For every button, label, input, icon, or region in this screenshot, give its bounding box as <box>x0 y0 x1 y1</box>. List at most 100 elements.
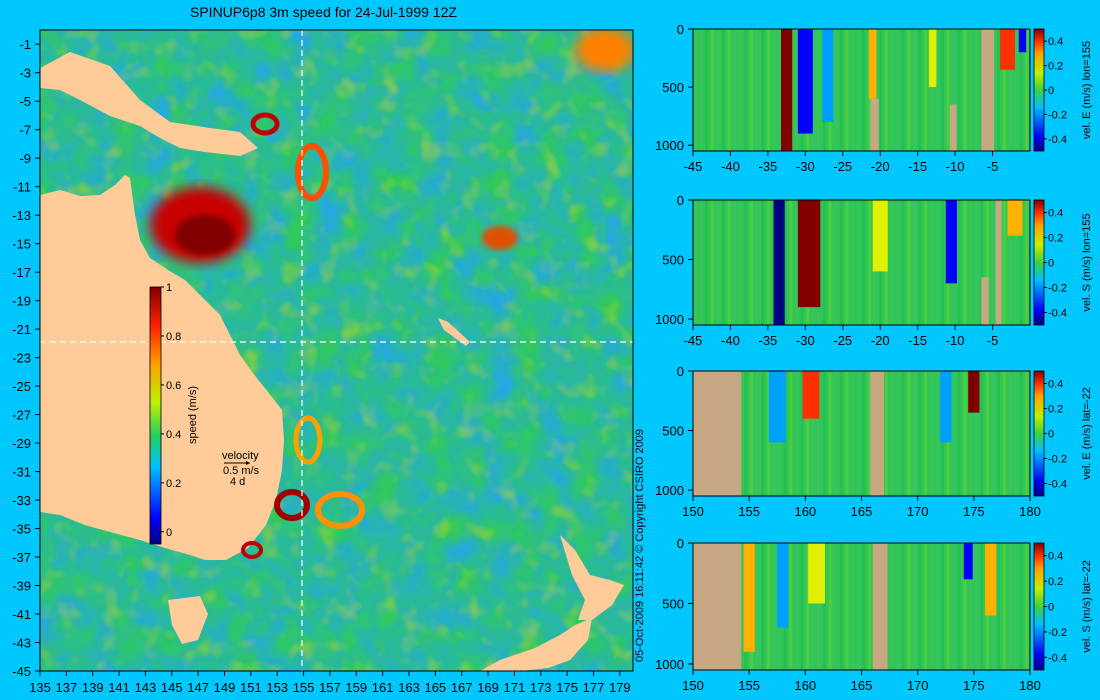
section-stripe <box>856 543 860 670</box>
section-colorbar-tick-label: -0.2 <box>1048 627 1067 639</box>
section-stripe <box>997 371 1001 496</box>
map-y-tick-label: -27 <box>12 408 31 423</box>
map-x-axis: 135 137 139 141 143 145 147 149 151 153 155 157 159 1… <box>29 671 631 695</box>
section-x-tick-label: 155 <box>738 678 760 693</box>
section-stripe <box>1019 200 1023 325</box>
section-stripe <box>867 543 871 670</box>
section-stripe <box>716 200 720 325</box>
section-stripe <box>907 543 911 670</box>
section-stripe <box>817 29 821 151</box>
section-x-tick-label: -25 <box>833 333 852 348</box>
section-velocity-feature <box>777 543 789 628</box>
section-stripe <box>811 29 815 151</box>
section-stripe <box>901 543 905 670</box>
velocity-legend-speed: 0.5 m/s <box>223 465 260 477</box>
eddy-ring-solomon <box>295 143 329 201</box>
section-stripe <box>935 371 939 496</box>
section-stripe <box>766 200 770 325</box>
section-x-tick-label: -45 <box>684 159 703 174</box>
section-stripe <box>738 200 742 325</box>
section-stripe <box>901 200 905 325</box>
map-x-tick-label: 157 <box>319 680 341 695</box>
section-stripe <box>851 371 855 496</box>
section-stripe <box>845 543 849 670</box>
section-x-tick-label: -15 <box>908 333 927 348</box>
section-stripe <box>862 371 866 496</box>
map-x-tick-label: 165 <box>424 680 446 695</box>
section-stripe <box>997 29 1001 151</box>
section-stripe <box>918 371 922 496</box>
new-zealand-north-land <box>560 535 624 620</box>
section-stripe <box>710 29 714 151</box>
section-stripe <box>980 543 984 670</box>
section-y-tick-label: 500 <box>662 596 684 611</box>
section-colorbar-label: vel. E (m/s) lon=155 <box>1081 41 1093 139</box>
section-stripe <box>901 29 905 151</box>
australia-land <box>40 175 284 560</box>
section-background <box>693 200 1030 325</box>
section-y-tick-label: 0 <box>677 22 684 37</box>
section-x-tick-label: 180 <box>1019 678 1041 693</box>
speed-map: 135 137 139 141 143 145 147 149 151 153 155 157 159 1… <box>12 29 634 695</box>
map-colorbar <box>149 286 162 545</box>
map-x-tick-label: 141 <box>108 680 130 695</box>
section-land-mask <box>870 371 884 496</box>
section-stripe <box>929 200 933 325</box>
section-colorbar-tick-label: 0 <box>1048 602 1054 614</box>
section-panel-3: 150 155 160 165 170 175 180 0 500 1000 0.4 0.2 0 -0.2… <box>655 364 1093 519</box>
section-stripe <box>890 543 894 670</box>
section-stripe <box>738 29 742 151</box>
section-colorbar-tick-label: -0.4 <box>1048 308 1067 320</box>
map-y-tick-label: -17 <box>12 265 31 280</box>
section-stripe <box>1013 543 1017 670</box>
map-y-axis: -1 -3 -5 -7 -9 -11 -13 -15 -17 -19 -21 -23 -25 -27 -29… <box>12 37 40 679</box>
section-stripe <box>766 371 770 496</box>
section-stripe <box>985 371 989 496</box>
section-background <box>693 29 1030 151</box>
map-y-tick-label: -3 <box>19 66 31 81</box>
section-stripe <box>755 29 759 151</box>
section-velocity-feature <box>773 200 785 325</box>
section-stripe <box>761 371 765 496</box>
section-colorbar-label: vel. E (m/s) lat=-22 <box>1081 387 1093 480</box>
section-velocity-feature <box>928 29 937 88</box>
section-stripe <box>884 371 888 496</box>
section-x-tick-label: 160 <box>794 504 816 519</box>
velocity-legend-days: 4 d <box>230 476 245 488</box>
map-colorbar-tick-label: 0 <box>166 527 172 539</box>
map-y-tick-label: -9 <box>19 151 31 166</box>
map-x-tick-label: 147 <box>187 680 209 695</box>
section-stripe <box>918 29 922 151</box>
section-x-tick-label: 175 <box>963 504 985 519</box>
section-stripe <box>940 200 944 325</box>
section-panel-2: -45 -40 -35 -30 -25 -20 -15 -10 -5 0 500 1000 0.4 0.2… <box>655 193 1093 348</box>
eddy-ring-tasman <box>274 489 310 521</box>
map-x-tick-label: 143 <box>135 680 157 695</box>
section-stripe <box>974 371 978 496</box>
map-y-tick-label: -43 <box>12 636 31 651</box>
section-x-tick-label: 175 <box>963 678 985 693</box>
high-speed-northeast <box>575 30 633 72</box>
section-stripe <box>716 29 720 151</box>
section-stripe <box>727 29 731 151</box>
section-stripe <box>974 200 978 325</box>
map-x-tick-label: 153 <box>266 680 288 695</box>
section-stripe <box>929 29 933 151</box>
section-velocity-feature <box>945 200 957 284</box>
section-stripe <box>789 543 793 670</box>
section-stripe <box>935 29 939 151</box>
section-velocity-feature <box>1018 29 1027 53</box>
section-stripe <box>822 200 826 325</box>
section-colorbar-label: vel. S (m/s) lon=155 <box>1081 213 1093 311</box>
section-stripe <box>839 29 843 151</box>
map-colorbar-tick-label: 0.4 <box>166 429 181 441</box>
section-stripe <box>693 200 697 325</box>
section-stripe <box>1008 371 1012 496</box>
map-y-tick-label: -19 <box>12 294 31 309</box>
section-stripe <box>957 200 961 325</box>
map-y-tick-label: -21 <box>12 322 31 337</box>
section-stripe <box>851 543 855 670</box>
section-stripe <box>957 29 961 151</box>
section-land-mask <box>693 543 742 670</box>
section-colorbar-tick-label: 0.2 <box>1048 404 1063 416</box>
